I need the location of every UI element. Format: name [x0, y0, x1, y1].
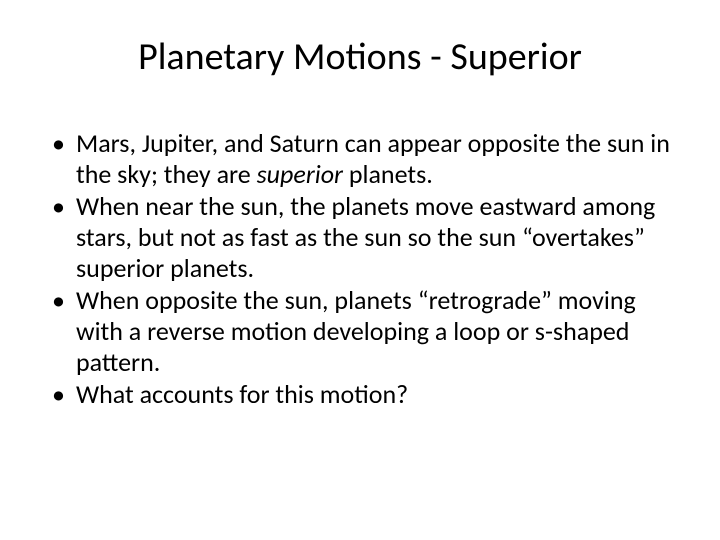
- bullet-text-pre: When opposite the sun, planets “retrogra…: [76, 284, 636, 377]
- list-item: Mars, Jupiter, and Saturn can appear opp…: [48, 128, 672, 189]
- list-item: When opposite the sun, planets “retrogra…: [48, 285, 672, 377]
- bullet-text-pre: When near the sun, the planets move east…: [76, 190, 655, 283]
- bullet-text-pre: What accounts for this motion?: [76, 378, 408, 410]
- list-item: When near the sun, the planets move east…: [48, 191, 672, 283]
- bullet-text-em: superior: [257, 158, 343, 190]
- slide: Planetary Motions - Superior Mars, Jupit…: [0, 0, 720, 540]
- bullet-list: Mars, Jupiter, and Saturn can appear opp…: [48, 128, 672, 412]
- bullet-text-post: planets.: [343, 158, 433, 190]
- list-item: What accounts for this motion?: [48, 379, 672, 410]
- slide-title: Planetary Motions - Superior: [48, 34, 672, 80]
